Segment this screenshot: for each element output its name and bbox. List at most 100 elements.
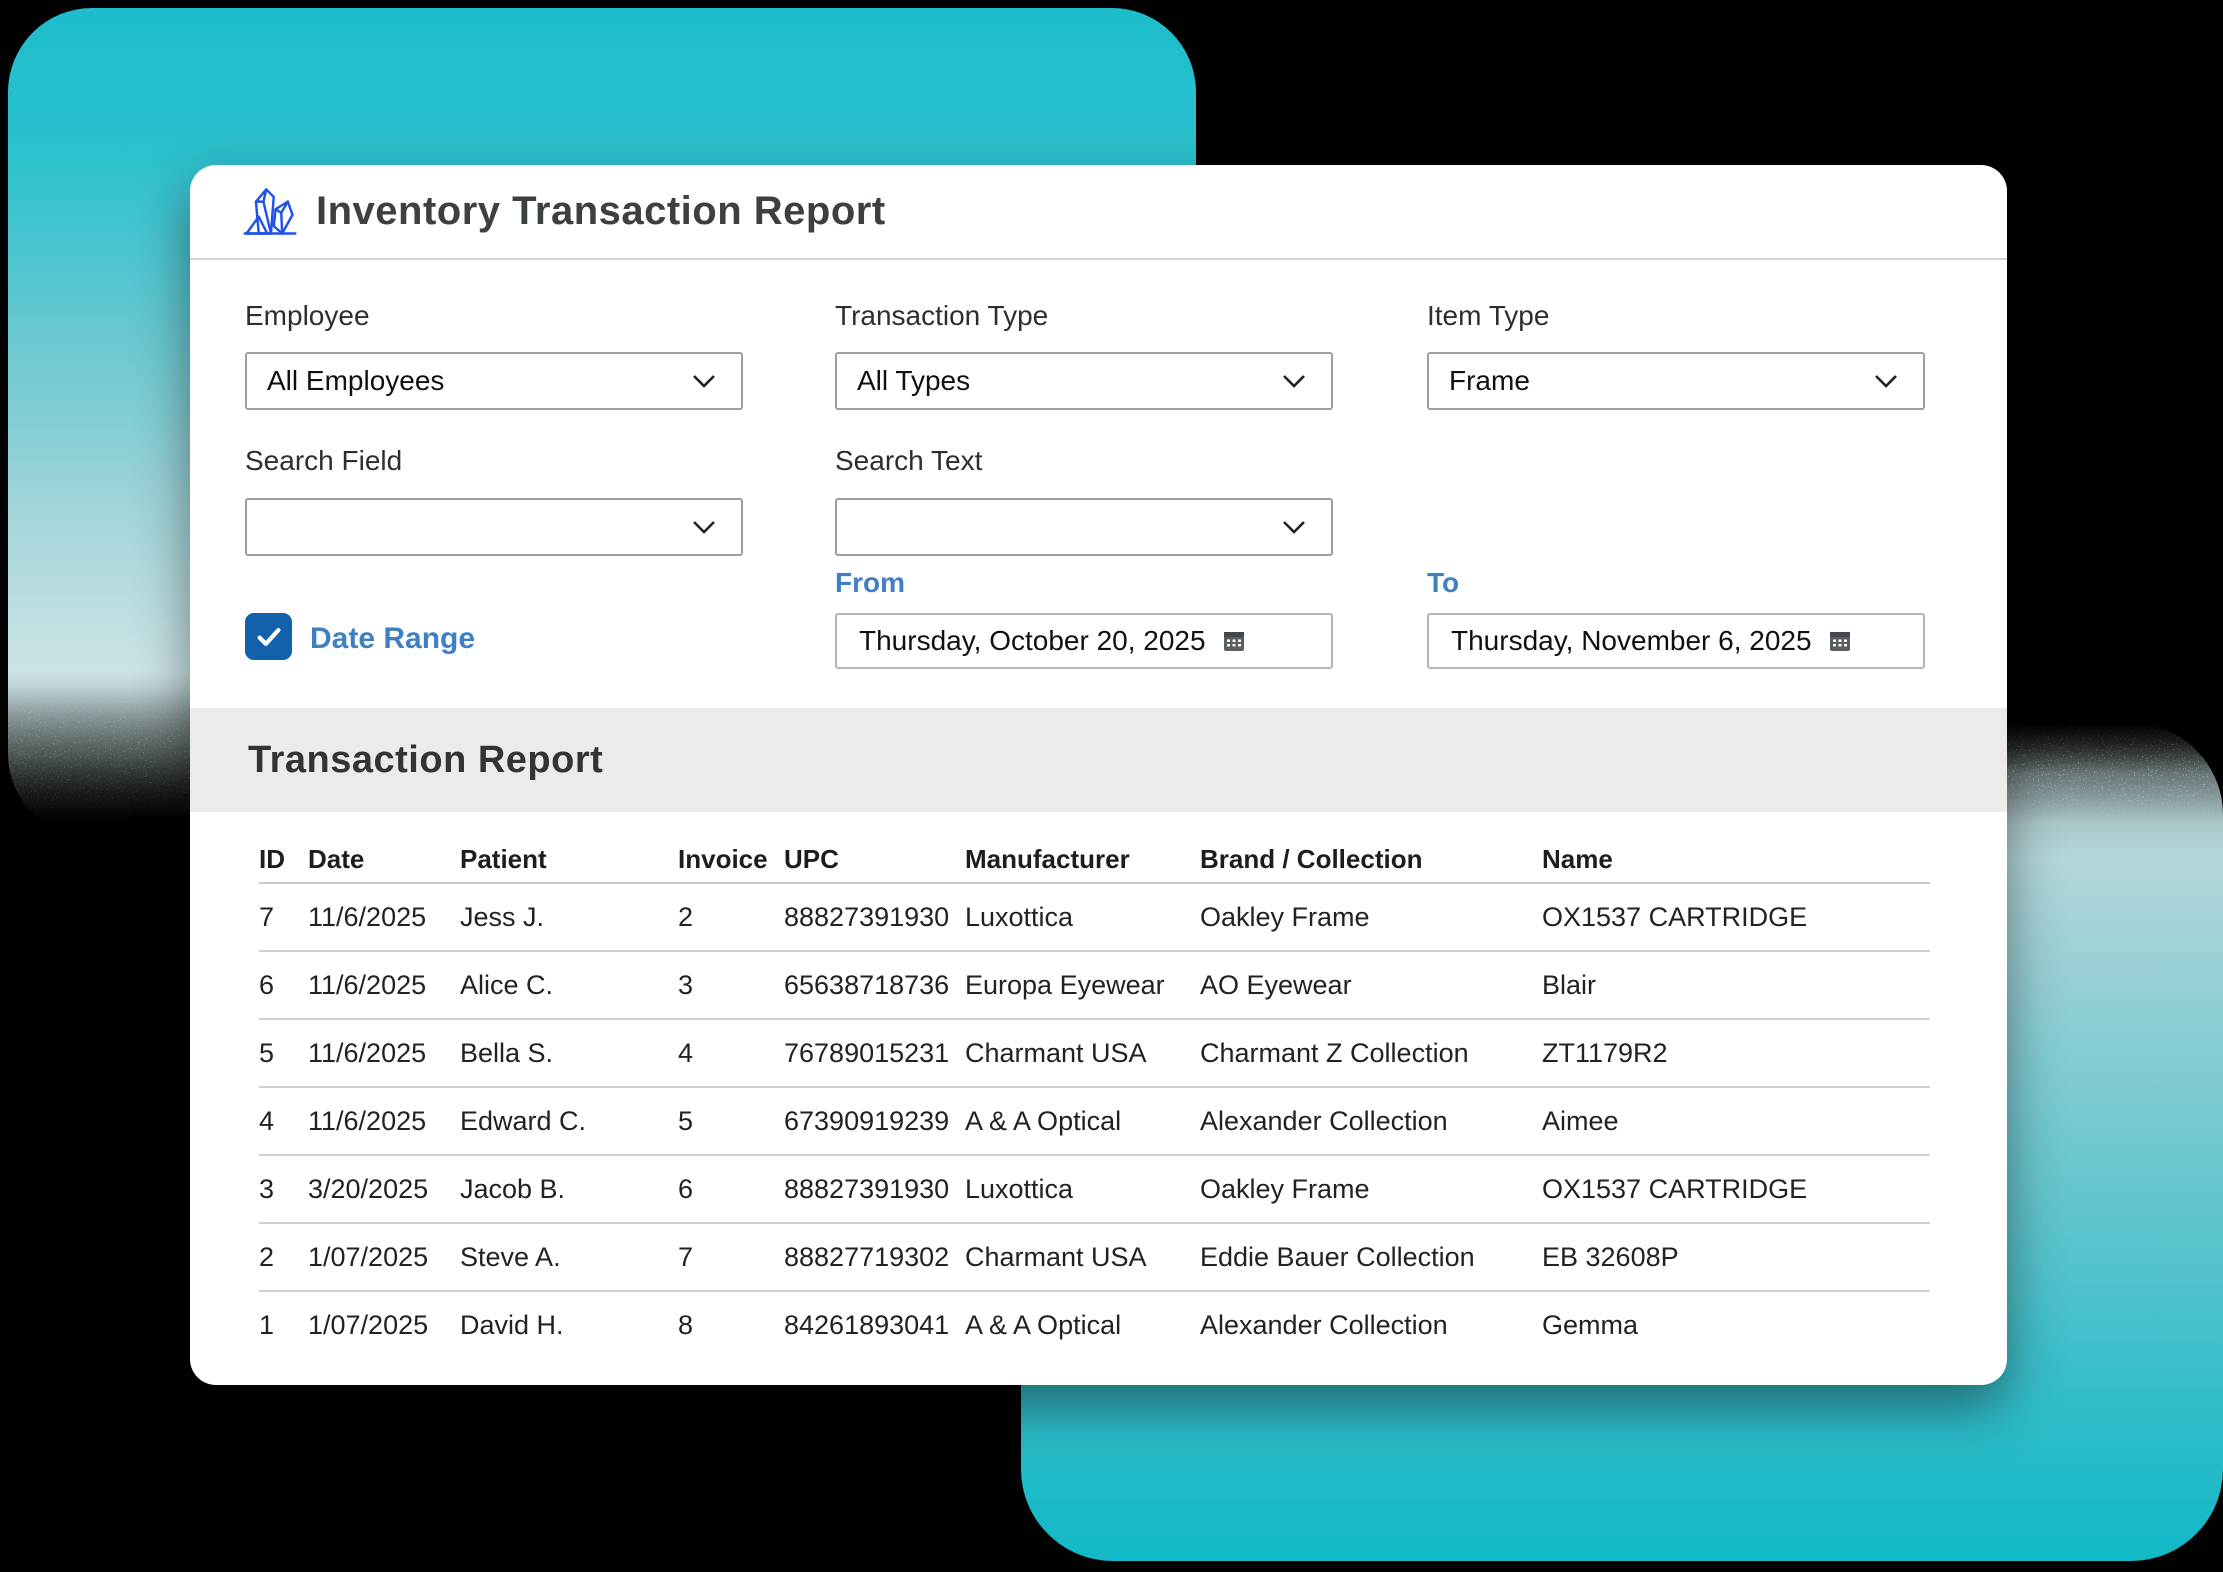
search-text-label: Search Text	[835, 445, 983, 476]
table-cell: OX1537 CARTRIDGE	[1542, 1173, 1808, 1204]
table-cell: Jess J.	[460, 901, 545, 932]
table-cell: 84261893041	[784, 1309, 950, 1340]
transaction-type-label: Transaction Type	[835, 300, 1049, 331]
table-cell: OX1537 CARTRIDGE	[1542, 901, 1808, 932]
table-cell: Luxottica	[965, 1173, 1074, 1204]
table-cell: Blair	[1542, 969, 1597, 1000]
table-cell: 3	[678, 969, 694, 1000]
transaction-table: ID Date Patient Invoice UPC Manufacturer Brand…	[259, 837, 1930, 1358]
table-row: 7 11/6/2025 Jess J. 2 88827391930 Luxottica Oa…	[259, 884, 1930, 952]
table-cell: Alexander Collection	[1200, 1309, 1448, 1340]
table-cell: 76789015231	[784, 1037, 950, 1068]
report-section-header: Transaction Report	[190, 708, 2007, 812]
table-cell: ZT1179R2	[1542, 1037, 1668, 1068]
table-cell: AO Eyewear	[1200, 969, 1352, 1000]
table-cell: Jacob B.	[460, 1173, 566, 1204]
table-cell: Charmant Z Collection	[1200, 1037, 1469, 1068]
table-row: 6 11/6/2025 Alice C. 3 65638718736 Europa Eye…	[259, 952, 1930, 1020]
table-cell: Alexander Collection	[1200, 1105, 1448, 1136]
to-date-value: Thursday, November 6, 2025	[1451, 625, 1812, 656]
column-header: Invoice	[678, 844, 768, 874]
table-cell: 7	[259, 901, 275, 932]
table-cell: 11/6/2025	[308, 1105, 427, 1136]
chevron-down-icon	[693, 521, 715, 534]
table-cell: EB 32608P	[1542, 1241, 1679, 1272]
search-text-select[interactable]	[835, 498, 1333, 556]
to-date-input[interactable]: Thursday, November 6, 2025	[1427, 613, 1925, 669]
table-cell: 3	[259, 1173, 275, 1204]
table-cell: 6	[259, 969, 275, 1000]
window-header: Inventory Transaction Report	[190, 165, 2007, 260]
table-row: 1 1/07/2025 David H. 8 84261893041 A & A Opti…	[259, 1292, 1930, 1358]
table-row: 2 1/07/2025 Steve A. 7 88827719302 Charmant U…	[259, 1224, 1930, 1292]
chevron-down-icon	[1283, 521, 1305, 534]
check-icon	[257, 627, 280, 646]
chevron-down-icon	[1875, 375, 1897, 388]
table-cell: 11/6/2025	[308, 1037, 427, 1068]
table-cell: 5	[259, 1037, 275, 1068]
table-header-row: ID Date Patient Invoice UPC Manufacturer Brand…	[259, 837, 1930, 884]
table-row: 5 11/6/2025 Bella S. 4 76789015231 Charmant U…	[259, 1020, 1930, 1088]
chevron-down-icon	[693, 375, 715, 388]
table-cell: 8	[678, 1309, 694, 1340]
page-title: Inventory Transaction Report	[316, 189, 886, 233]
employee-select-value: All Employees	[267, 365, 445, 396]
table-cell: 6	[678, 1173, 694, 1204]
employee-select[interactable]: All Employees	[245, 352, 743, 410]
table-cell: Oakley Frame	[1200, 1173, 1370, 1204]
item-type-select-value: Frame	[1449, 365, 1530, 396]
from-date-input[interactable]: Thursday, October 20, 2025	[835, 613, 1333, 669]
calendar-icon[interactable]	[1222, 629, 1246, 653]
table-cell: 67390919239	[784, 1105, 950, 1136]
table-cell: 5	[678, 1105, 694, 1136]
calendar-icon[interactable]	[1828, 629, 1852, 653]
item-type-label: Item Type	[1427, 300, 1550, 331]
column-header: Patient	[460, 844, 547, 874]
table-cell: David H.	[460, 1309, 564, 1340]
table-cell: Aimee	[1542, 1105, 1619, 1136]
table-cell: 4	[678, 1037, 694, 1068]
from-label: From	[835, 567, 905, 598]
item-type-select[interactable]: Frame	[1427, 352, 1925, 410]
table-cell: 88827391930	[784, 1173, 950, 1204]
column-header: Name	[1542, 844, 1613, 874]
date-range-checkbox[interactable]	[245, 613, 292, 660]
date-range-label: Date Range	[310, 622, 476, 655]
table-cell: 65638718736	[784, 969, 950, 1000]
table-cell: 4	[259, 1105, 275, 1136]
table-cell: Eddie Bauer Collection	[1200, 1241, 1475, 1272]
table-row: 4 11/6/2025 Edward C. 5 67390919239 A & A Opt…	[259, 1088, 1930, 1156]
employee-label: Employee	[245, 300, 370, 331]
column-header: UPC	[784, 844, 839, 874]
report-section-title: Transaction Report	[248, 738, 604, 781]
table-cell: Edward C.	[460, 1105, 587, 1136]
table-cell: A & A Optical	[965, 1105, 1122, 1136]
column-header: ID	[259, 844, 285, 874]
table-cell: 2	[678, 901, 694, 932]
header-divider	[190, 258, 2007, 260]
table-cell: Europa Eyewear	[965, 969, 1165, 1000]
table-cell: Charmant USA	[965, 1241, 1147, 1272]
inventory-transaction-report-window: Inventory Transaction Report Employee Al…	[190, 165, 2007, 1385]
table-row: 3 3/20/2025 Jacob B. 6 88827391930 Luxottica O…	[259, 1156, 1930, 1224]
table-cell: 1	[259, 1309, 275, 1340]
table-cell: 1/07/2025	[308, 1309, 429, 1340]
table-body: 7 11/6/2025 Jess J. 2 88827391930 Luxottica Oa…	[259, 884, 1930, 1358]
search-field-label: Search Field	[245, 445, 403, 476]
table-cell: Luxottica	[965, 901, 1074, 932]
table-cell: Oakley Frame	[1200, 901, 1370, 932]
table-cell: 11/6/2025	[308, 901, 427, 932]
table-cell: 2	[259, 1241, 275, 1272]
transaction-type-select[interactable]: All Types	[835, 352, 1333, 410]
column-header: Manufacturer	[965, 844, 1130, 874]
from-date-value: Thursday, October 20, 2025	[859, 625, 1206, 656]
table-cell: Alice C.	[460, 969, 554, 1000]
search-field-select[interactable]	[245, 498, 743, 556]
table-cell: Charmant USA	[965, 1037, 1147, 1068]
table-cell: Bella S.	[460, 1037, 554, 1068]
table-cell: 11/6/2025	[308, 969, 427, 1000]
table-cell: 1/07/2025	[308, 1241, 429, 1272]
column-header: Date	[308, 844, 365, 874]
to-label: To	[1427, 567, 1460, 598]
table-cell: 88827719302	[784, 1241, 950, 1272]
